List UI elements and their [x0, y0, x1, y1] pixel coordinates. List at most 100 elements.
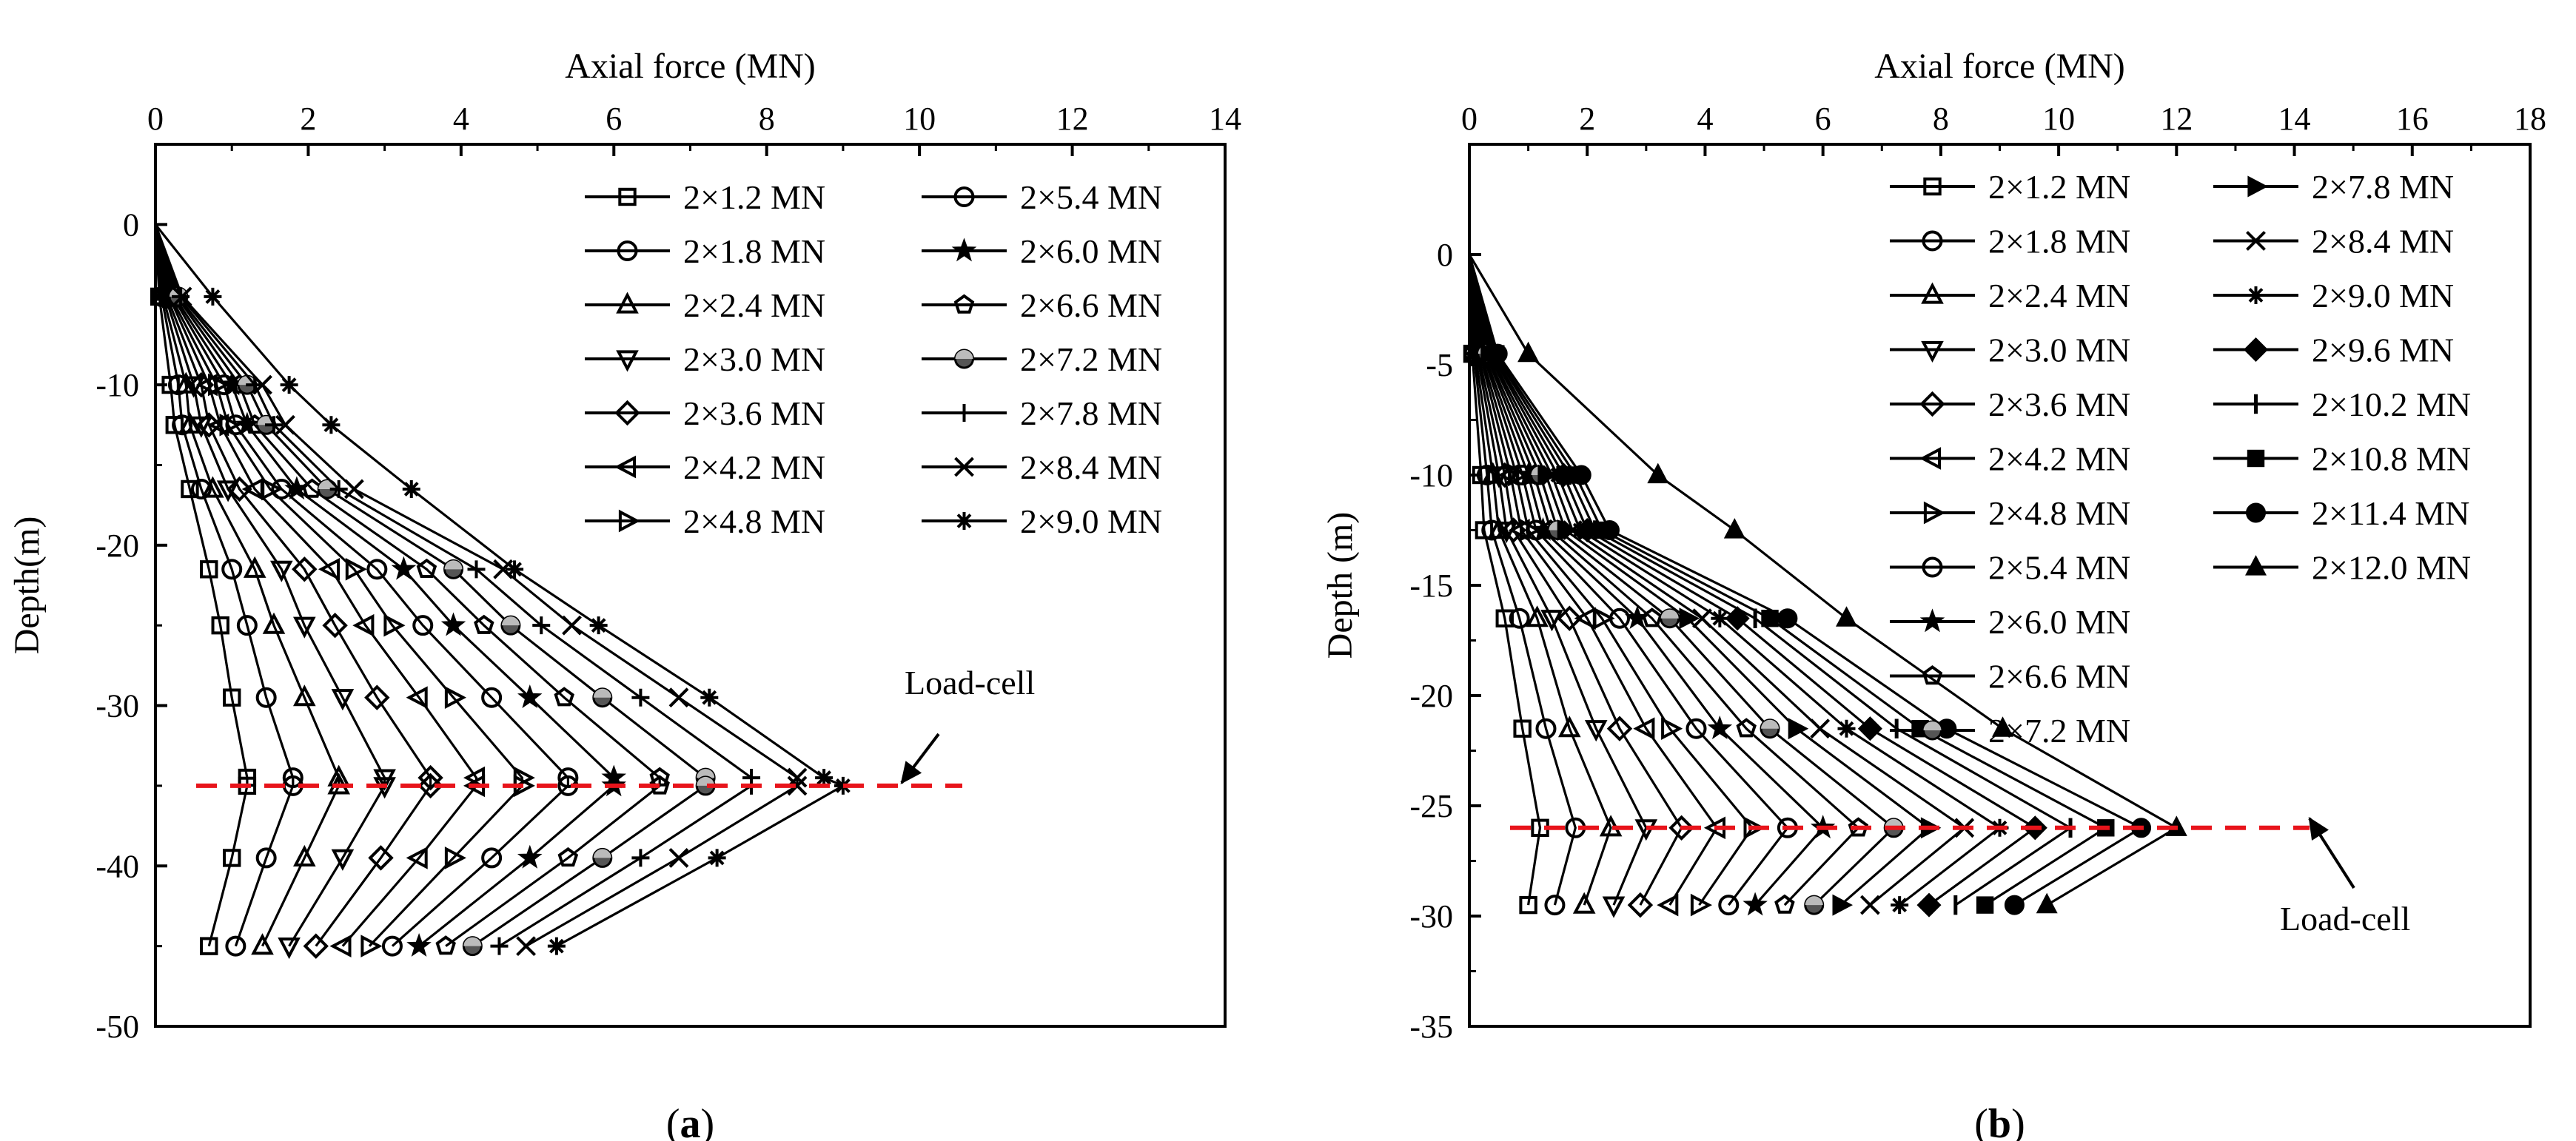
series-marker — [649, 767, 670, 787]
series-line — [154, 224, 478, 947]
legend-label: 2×4.8 MN — [683, 502, 825, 540]
legend-label: 2×4.8 MN — [1988, 494, 2130, 532]
series-marker — [1606, 716, 1633, 741]
x-tick-label: 6 — [606, 101, 622, 137]
panel-label-open: ( — [666, 1101, 680, 1141]
series-marker — [787, 775, 808, 796]
legend-label: 2×6.6 MN — [1988, 658, 2130, 696]
series-line — [154, 223, 661, 947]
series-marker — [1922, 665, 1943, 685]
series-line — [154, 223, 846, 948]
legend-label: 2×2.4 MN — [683, 286, 825, 324]
series-marker — [280, 376, 298, 394]
series-line — [1468, 254, 1825, 906]
series-line — [1468, 254, 1789, 906]
series-group — [150, 223, 852, 960]
legend-label: 2×5.4 MN — [1988, 549, 2130, 587]
series-marker — [368, 845, 394, 871]
series-marker — [1633, 717, 1655, 741]
series-marker — [517, 844, 543, 869]
series-marker — [1805, 896, 1823, 906]
series-marker — [1495, 609, 1514, 627]
series-line — [1468, 254, 1648, 906]
series-line — [154, 224, 524, 947]
legend-label: 2×10.2 MN — [2312, 386, 2471, 423]
load-cell-label: Load-cell — [905, 664, 1035, 701]
series-marker — [614, 455, 637, 479]
series-marker — [1661, 717, 1683, 741]
x-tick-label: 8 — [1933, 101, 1949, 137]
series-marker — [417, 773, 443, 799]
y-tick-label: -20 — [95, 528, 139, 564]
y-tick-label: -30 — [1409, 898, 1453, 935]
series-marker — [554, 687, 574, 707]
series-marker — [278, 938, 301, 960]
series-marker — [435, 935, 456, 955]
series-marker — [223, 849, 241, 867]
series-marker — [252, 374, 272, 395]
series-marker — [1859, 895, 1880, 915]
load-cell-label: Load-cell — [2280, 900, 2410, 938]
legend-label: 2×7.2 MN — [1020, 340, 1162, 378]
series-marker — [201, 476, 224, 498]
series-marker — [593, 849, 611, 858]
series-line — [154, 224, 570, 947]
series-marker — [1736, 718, 1757, 738]
series-marker — [1690, 893, 1712, 917]
x-tick-label: 14 — [2278, 101, 2311, 137]
series-marker — [1857, 716, 1882, 741]
series-marker — [467, 560, 486, 579]
series-marker — [955, 404, 973, 422]
panel-label-open: ( — [1974, 1101, 1988, 1141]
series-marker — [1513, 719, 1532, 738]
series-marker — [383, 613, 406, 637]
panel-a: 0 2 4 6 8 10 12 14 0 -10 -20 -30 -40 -50 Axial force (… — [7, 47, 1241, 1141]
series-marker — [331, 849, 355, 871]
series-marker — [1919, 391, 1945, 417]
legend-label: 2×1.2 MN — [1988, 168, 2130, 206]
series-marker — [200, 937, 218, 955]
series-marker — [227, 476, 252, 502]
series-marker — [292, 616, 316, 639]
series-marker — [1686, 718, 1707, 739]
y-tick-label: -5 — [1426, 347, 1453, 383]
legend-label: 2×6.0 MN — [1988, 603, 2130, 641]
series-marker — [1836, 606, 1857, 627]
y-axis-title: Depth (m) — [1321, 512, 1360, 659]
series-marker — [631, 688, 650, 707]
series-marker — [292, 844, 316, 866]
y-tick-label: -30 — [95, 688, 139, 724]
load-cell-arrow-head — [900, 761, 922, 784]
x-tick-label: 2 — [300, 101, 316, 137]
series-marker — [2243, 337, 2269, 363]
series-marker — [1788, 718, 1809, 740]
series-marker — [953, 294, 975, 314]
series-line — [1468, 254, 2108, 906]
legend-label: 2×2.4 MN — [1988, 277, 2130, 314]
series-marker — [264, 416, 283, 434]
series-marker — [303, 933, 329, 959]
x-axis-title: Axial force (MN) — [565, 47, 816, 86]
y-tick-label: -20 — [1409, 678, 1453, 714]
series-marker — [593, 688, 611, 698]
series-marker — [1647, 462, 1669, 484]
x-tick-label: 0 — [1461, 101, 1477, 137]
legend-label: 2×6.6 MN — [1020, 286, 1162, 324]
series-marker — [616, 350, 639, 372]
series-line — [154, 224, 386, 947]
series-marker — [1540, 610, 1563, 632]
series-marker — [322, 612, 348, 639]
series-marker — [364, 684, 390, 710]
legend-label: 2×6.0 MN — [1020, 232, 1162, 270]
series-marker — [211, 616, 229, 635]
series-marker — [1544, 895, 1566, 916]
series-marker — [516, 936, 537, 957]
x-tick-label: 8 — [759, 101, 775, 137]
series-marker — [440, 612, 466, 636]
series-marker — [1692, 608, 1712, 629]
series-marker — [1976, 896, 1994, 914]
series-line — [154, 223, 753, 947]
series-marker — [225, 935, 246, 957]
series-marker — [412, 615, 434, 636]
series-marker — [2004, 895, 2025, 915]
